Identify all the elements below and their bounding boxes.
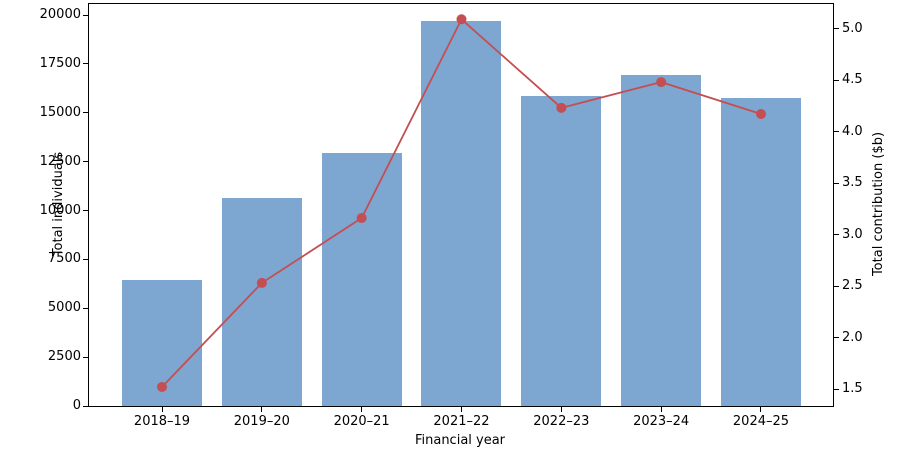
- y-left-tick-label: 0: [72, 398, 81, 413]
- bar-2019-20: [221, 197, 302, 406]
- y-right-tick-mark: [834, 337, 839, 338]
- y-left-tick-mark: [83, 63, 88, 65]
- x-tick-label: 2020–21: [333, 414, 390, 429]
- bar-2023-24: [621, 74, 702, 406]
- x-tick-label: 2019–20: [233, 414, 290, 429]
- y-left-tick-label: 20000: [39, 7, 81, 22]
- x-tick-label: 2023–24: [633, 414, 690, 429]
- y-right-tick-label: 4.5: [842, 72, 863, 88]
- y-right-tick-mark: [834, 28, 839, 30]
- y-right-tick-label: 2.0: [842, 329, 863, 345]
- bar-2021-22: [421, 20, 502, 406]
- y-right-tick-label: 5.0: [842, 20, 863, 36]
- bar-2024-25: [720, 98, 801, 406]
- y-left-tick-mark: [83, 112, 88, 114]
- y-left-tick-label: 10000: [39, 202, 81, 218]
- bar-2022-23: [521, 96, 602, 406]
- y-left-tick-mark: [83, 405, 88, 407]
- y-right-tick-label: 1.5: [842, 381, 863, 396]
- x-tick-mark: [161, 407, 163, 412]
- y-right-tick-mark: [834, 79, 839, 81]
- x-tick-label: 2021–22: [433, 414, 490, 429]
- y-right-tick-label: 3.0: [842, 226, 863, 242]
- x-tick-label: 2024–25: [732, 414, 790, 429]
- x-tick-mark: [760, 407, 762, 412]
- y-left-tick-mark: [83, 210, 88, 211]
- y-right-tick-label: 4.0: [842, 123, 863, 139]
- y-left-tick-label: 5000: [47, 300, 81, 316]
- y-left-tick-mark: [83, 14, 88, 16]
- x-tick-mark: [361, 407, 363, 412]
- x-tick-label: 2022–23: [533, 414, 590, 429]
- y-left-tick-label: 15000: [39, 104, 81, 120]
- y-right-tick-mark: [834, 131, 839, 133]
- y-left-tick-mark: [83, 356, 88, 358]
- y-right-tick-mark: [834, 285, 839, 287]
- y-right-tick-mark: [834, 388, 839, 390]
- y-right-tick-label: 3.5: [842, 175, 863, 191]
- y-left-tick-mark: [83, 307, 88, 309]
- bar-2020-21: [321, 152, 402, 406]
- y-right-tick-mark: [834, 234, 839, 236]
- y-right-tick-mark: [834, 182, 839, 184]
- x-tick-mark: [660, 407, 662, 412]
- y-left-tick-label: 12500: [39, 153, 81, 169]
- y-left-tick-mark: [83, 258, 88, 260]
- y-left-tick-label: 7500: [47, 251, 81, 267]
- x-axis-title: Financial year: [414, 433, 506, 448]
- x-tick-mark: [560, 407, 562, 412]
- bar-2018-19: [122, 279, 202, 406]
- x-tick-mark: [261, 407, 263, 412]
- y-left-tick-label: 17500: [39, 55, 81, 71]
- y-left-tick-label: 2500: [47, 349, 81, 365]
- x-tick-label: 2018–19: [133, 414, 191, 429]
- y-right-tick-label: 2.5: [842, 278, 863, 294]
- y-left-tick-mark: [83, 161, 88, 163]
- x-tick-mark: [460, 407, 462, 412]
